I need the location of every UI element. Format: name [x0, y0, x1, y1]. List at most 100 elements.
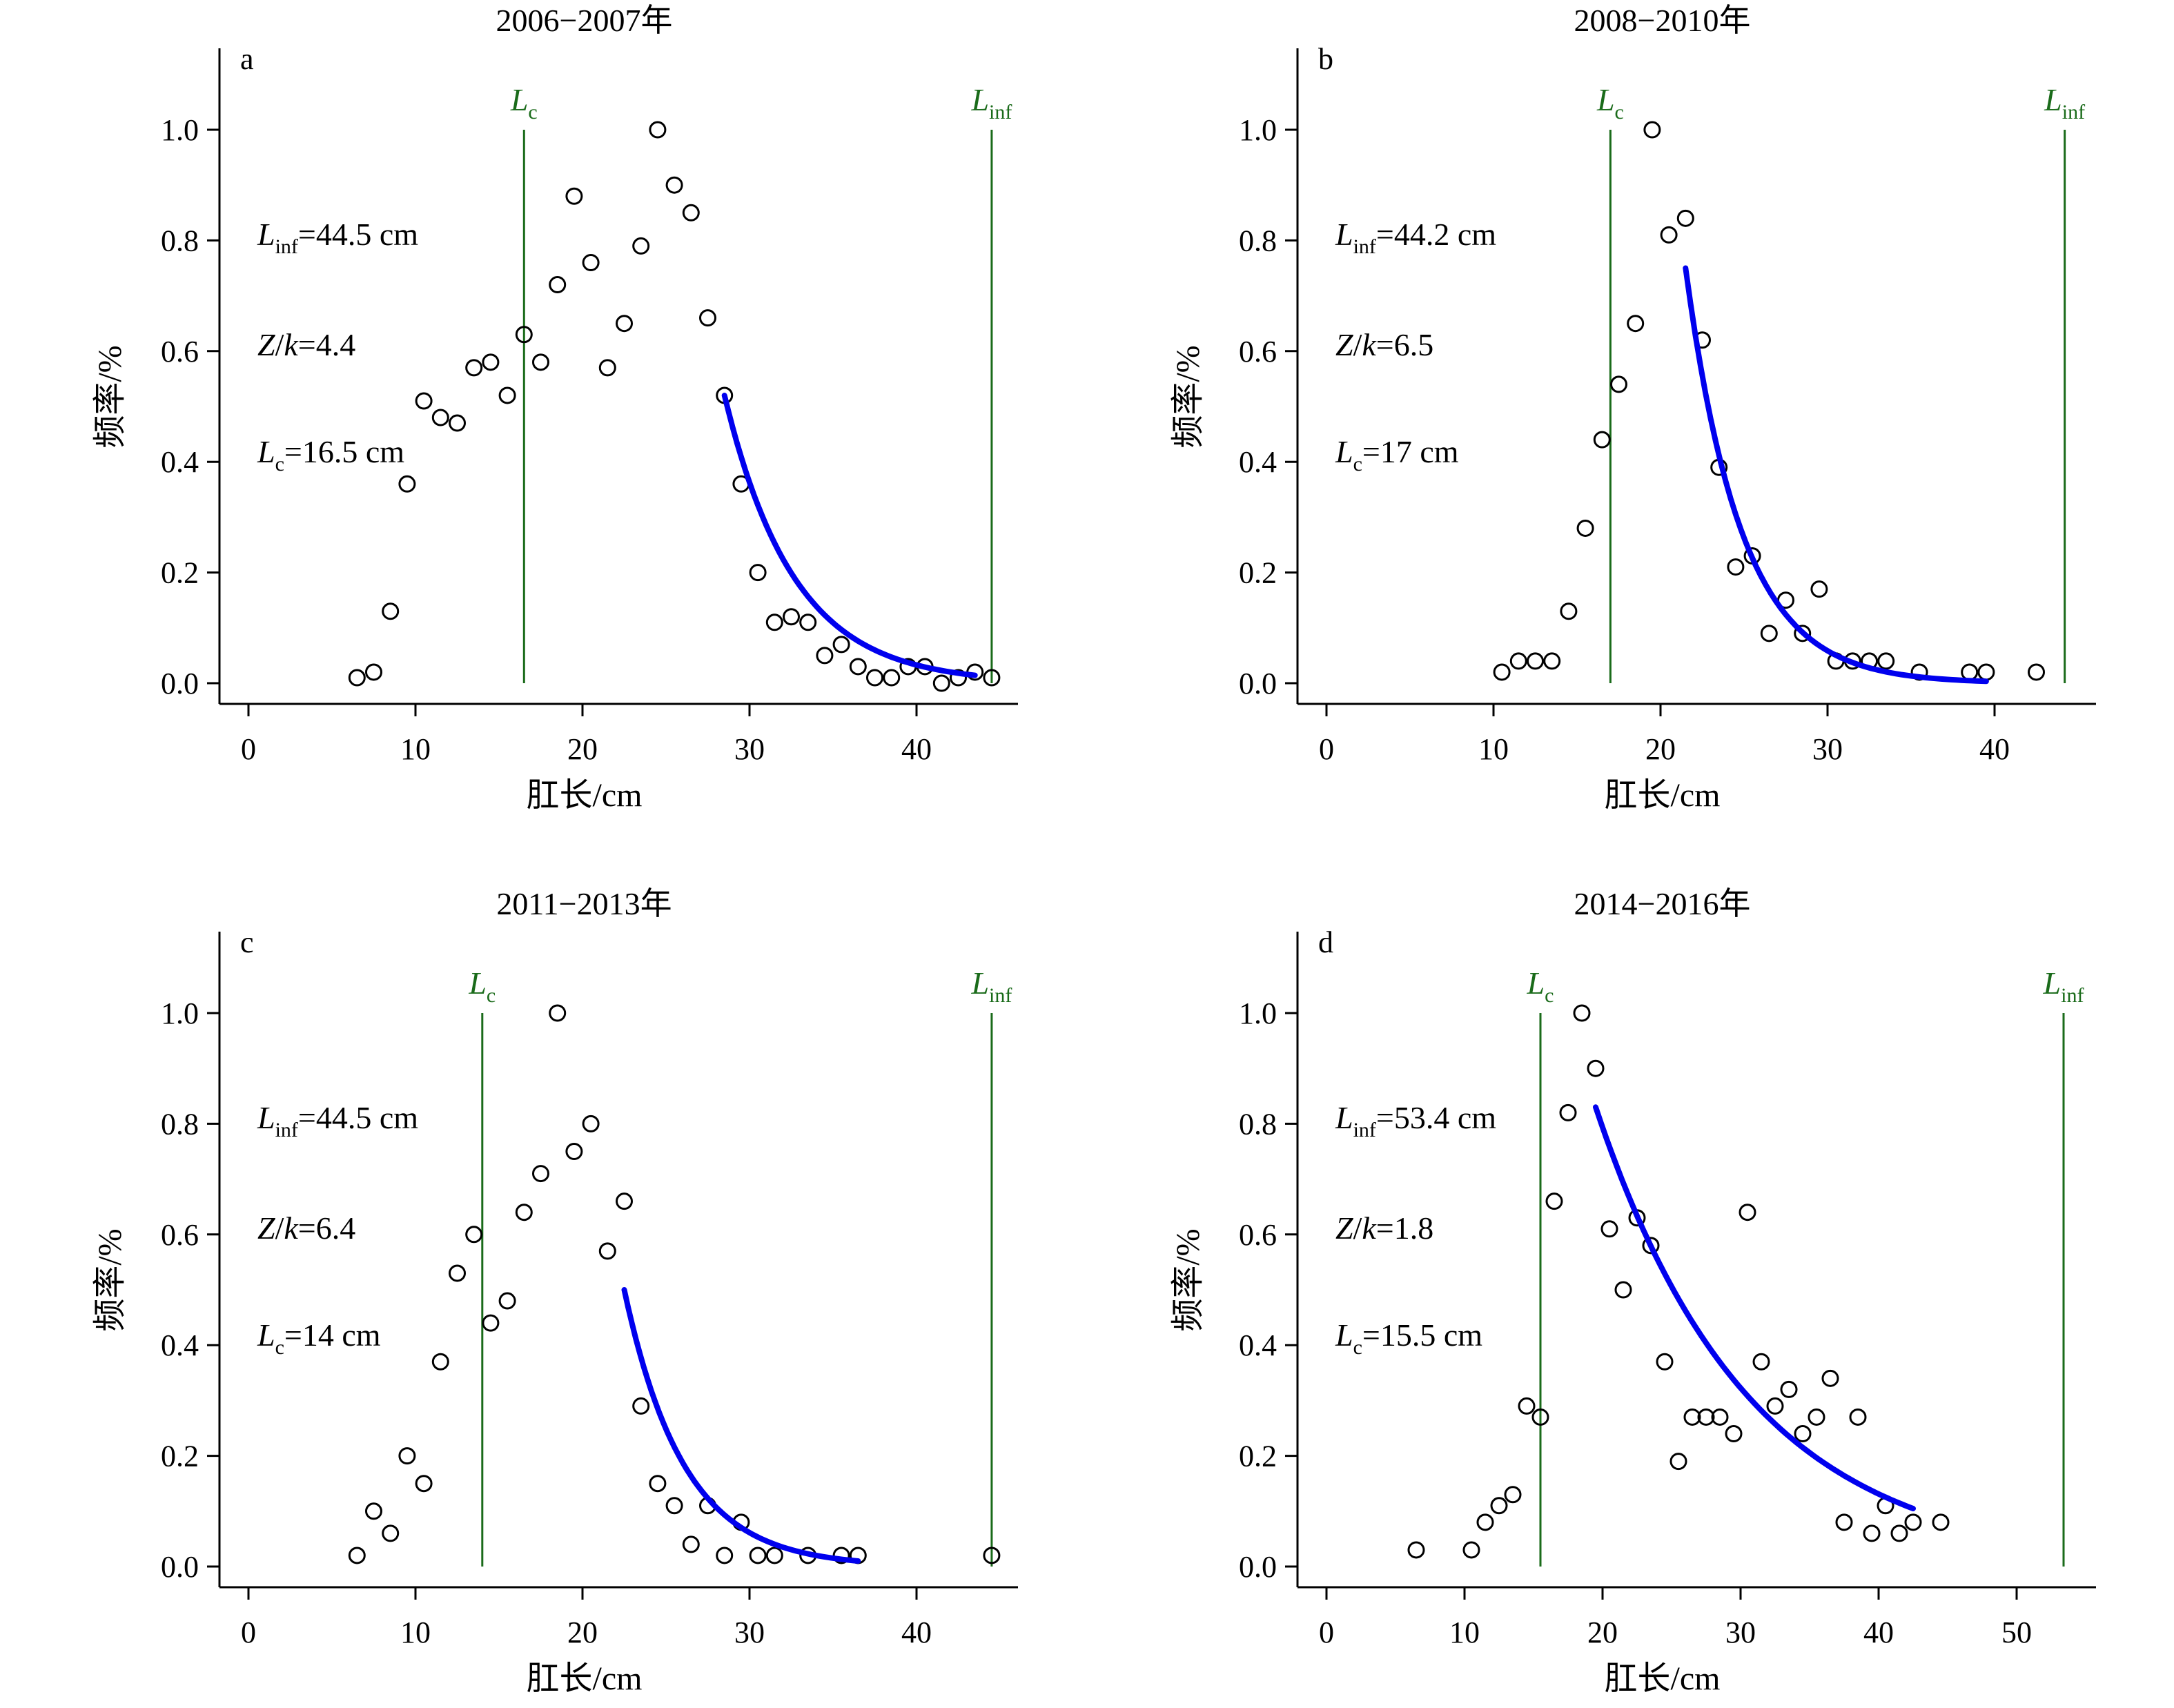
- vline-label-c: Lc: [468, 965, 496, 1007]
- x-tick-label: 40: [901, 1616, 932, 1649]
- data-point: [498, 386, 516, 404]
- x-tick-label: 20: [567, 732, 598, 766]
- vline-label-c: Lc: [510, 82, 538, 124]
- data-point: [582, 1115, 600, 1132]
- vline-label-inf: Linf: [2044, 82, 2085, 124]
- x-tick-label: 20: [567, 1616, 598, 1649]
- annotation-2: Lc=15.5 cm: [1335, 1317, 1482, 1359]
- fit-curve: [621, 1287, 861, 1564]
- data-point: [783, 608, 800, 626]
- y-axis-label: 频率/%: [92, 345, 128, 448]
- annotation-2: Lc=16.5 cm: [257, 434, 404, 475]
- x-tick-label: 40: [1979, 732, 2010, 766]
- data-point: [1560, 602, 1578, 620]
- y-tick-label: 0.2: [161, 556, 199, 590]
- data-point: [498, 1292, 516, 1310]
- data-point: [983, 669, 1001, 687]
- data-point: [749, 1547, 767, 1564]
- data-point: [515, 1204, 533, 1221]
- vline-label-c: Lc: [1527, 965, 1554, 1007]
- data-point: [682, 1535, 700, 1553]
- x-axis-label: 肛长/cm: [527, 1660, 643, 1697]
- data-point: [649, 121, 667, 139]
- y-tick-label: 0.6: [1239, 335, 1277, 369]
- data-point: [1683, 1408, 1701, 1426]
- vline-label-c: Lc: [1596, 82, 1624, 124]
- y-tick-label: 0.6: [161, 1218, 199, 1252]
- data-point: [565, 1143, 583, 1160]
- y-tick-label: 1.0: [161, 113, 199, 147]
- data-point: [1509, 652, 1527, 670]
- panel-title: 2014−2016年: [1574, 886, 1751, 921]
- y-axis-label: 频率/%: [92, 1228, 128, 1331]
- data-point: [1863, 1524, 1881, 1542]
- panel-letter: b: [1318, 42, 1333, 76]
- data-point: [398, 475, 416, 493]
- data-point: [1476, 1513, 1494, 1531]
- data-point: [1780, 1380, 1798, 1398]
- data-point: [749, 564, 767, 582]
- data-point: [632, 1397, 650, 1415]
- panel-letter: a: [240, 42, 254, 76]
- data-point: [1610, 375, 1627, 393]
- data-point: [532, 1165, 549, 1183]
- annotation-2: Lc=14 cm: [257, 1317, 381, 1359]
- panel-title: 2008−2010年: [1574, 3, 1751, 38]
- x-axis-label: 肛长/cm: [527, 777, 643, 814]
- data-point: [1697, 1408, 1715, 1426]
- data-point: [449, 1264, 466, 1282]
- data-point: [598, 359, 616, 377]
- data-point: [932, 674, 950, 692]
- y-tick-label: 0.0: [1239, 1550, 1277, 1584]
- data-point: [1493, 663, 1511, 681]
- data-point: [616, 315, 633, 333]
- fit-curve: [721, 393, 978, 678]
- data-point: [1794, 1425, 1812, 1443]
- data-point: [682, 204, 700, 222]
- data-point: [883, 669, 901, 687]
- data-point: [565, 187, 583, 205]
- fit-curve: [1683, 265, 1989, 685]
- x-tick-label: 10: [400, 732, 431, 766]
- data-point: [765, 613, 783, 631]
- data-point: [415, 1475, 433, 1493]
- panel-title: 2006−2007年: [496, 3, 673, 38]
- data-point: [398, 1447, 416, 1465]
- data-point: [365, 1502, 382, 1520]
- data-point: [649, 1475, 667, 1493]
- y-axis-label: 频率/%: [1170, 1228, 1206, 1331]
- annotation-1: Z/k=6.5: [1335, 327, 1433, 362]
- x-tick-label: 10: [1449, 1616, 1480, 1649]
- x-tick-label: 0: [241, 1616, 256, 1649]
- x-tick-label: 10: [400, 1616, 431, 1649]
- data-point: [849, 658, 867, 676]
- data-point: [1559, 1103, 1577, 1121]
- data-point: [1669, 1453, 1687, 1471]
- data-point: [449, 414, 466, 432]
- y-tick-label: 0.0: [1239, 667, 1277, 700]
- y-tick-label: 0.0: [161, 1550, 199, 1584]
- annotation-0: Linf=53.4 cm: [1335, 1100, 1496, 1141]
- y-tick-label: 0.2: [1239, 1440, 1277, 1473]
- x-tick-label: 30: [734, 1616, 765, 1649]
- data-point: [1760, 625, 1778, 642]
- data-point: [1576, 519, 1594, 537]
- y-tick-label: 0.8: [161, 224, 199, 257]
- x-tick-label: 0: [241, 732, 256, 766]
- data-point: [1676, 209, 1694, 227]
- data-point: [983, 1547, 1001, 1564]
- data-point: [1531, 1408, 1549, 1426]
- data-point: [1810, 580, 1828, 598]
- data-point: [1752, 1353, 1770, 1371]
- vline-label-inf: Linf: [2043, 965, 2084, 1007]
- x-tick-label: 50: [2001, 1616, 2032, 1649]
- data-point: [1600, 1220, 1618, 1238]
- data-point: [482, 353, 500, 371]
- y-axis-label: 频率/%: [1170, 345, 1206, 448]
- x-tick-label: 30: [1725, 1616, 1756, 1649]
- data-point: [515, 326, 533, 344]
- data-point: [1766, 1397, 1784, 1415]
- vline-label-inf: Linf: [970, 82, 1012, 124]
- data-point: [1573, 1004, 1591, 1022]
- data-point: [1627, 315, 1645, 333]
